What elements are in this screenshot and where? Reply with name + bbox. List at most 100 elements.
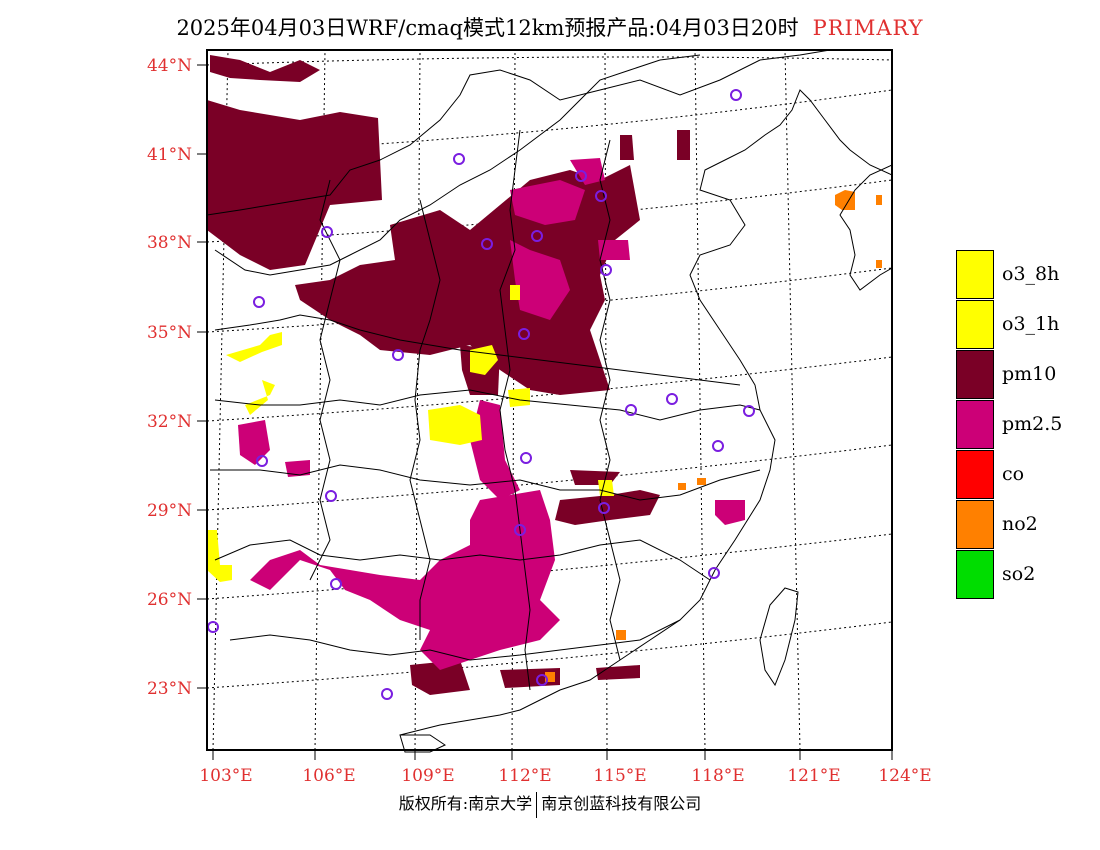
legend-label: pm10 — [1002, 363, 1057, 385]
province-1 — [214, 54, 701, 276]
city-markers — [207, 89, 755, 700]
province-10 — [309, 179, 341, 581]
city-marker — [625, 404, 637, 416]
legend-item-o3-8h: o3_8h — [956, 249, 1086, 299]
legend-label: no2 — [1002, 513, 1038, 535]
parallel-29 — [206, 444, 893, 511]
lon-label: 103°E — [199, 766, 252, 786]
taiwan — [759, 587, 799, 687]
legend-item-o3-1h: o3_1h — [956, 299, 1086, 349]
legend-item-so2: so2 — [956, 549, 1086, 599]
city-marker — [453, 153, 465, 165]
province-5 — [214, 539, 711, 581]
legend-swatch — [956, 449, 994, 499]
legend-label: o3_8h — [1002, 263, 1060, 285]
lat-label: 32°N — [147, 412, 192, 432]
legend-item-co: co — [956, 449, 1086, 499]
city-marker — [481, 238, 493, 250]
city-marker — [600, 264, 612, 276]
boundaries — [206, 49, 893, 753]
pm25-areas — [238, 158, 745, 670]
legend-label: pm2.5 — [1002, 413, 1063, 435]
footer-separator — [536, 791, 538, 818]
lat-label: 44°N — [147, 56, 192, 76]
legend-item-no2: no2 — [956, 499, 1086, 549]
parallel-44 — [206, 56, 893, 66]
city-marker — [712, 440, 724, 452]
lat-label: 38°N — [147, 233, 192, 253]
legend-label: co — [1002, 463, 1025, 485]
legend-item-pm2-5: pm2.5 — [956, 399, 1086, 449]
city-marker — [518, 328, 530, 340]
city-marker — [381, 688, 393, 700]
parallel-38 — [206, 179, 893, 243]
lat-label: 23°N — [147, 679, 192, 699]
lon-label: 118°E — [691, 766, 744, 786]
city-marker — [520, 452, 532, 464]
lon-label: 112°E — [498, 766, 551, 786]
city-marker — [666, 393, 678, 405]
city-marker — [207, 621, 219, 633]
province-6 — [229, 619, 681, 661]
city-marker — [743, 405, 755, 417]
no2-areas — [545, 190, 882, 682]
province-2 — [214, 314, 741, 386]
province-8 — [499, 129, 531, 691]
korea-coast — [839, 164, 893, 291]
meridian-103 — [212, 49, 229, 751]
province-4 — [210, 464, 761, 501]
lat-label: 29°N — [147, 501, 192, 521]
lon-label: 124°E — [878, 766, 931, 786]
meridian-109 — [414, 49, 421, 751]
province-3 — [214, 389, 761, 421]
latitude-labels: 44°N 41°N 38°N 35°N 32°N 29°N 26°N 23°N — [147, 56, 192, 699]
lon-label: 121°E — [787, 766, 840, 786]
lon-label: 109°E — [401, 766, 454, 786]
parallel-23 — [206, 621, 893, 689]
lat-label: 26°N — [147, 590, 192, 610]
city-marker — [536, 674, 548, 686]
legend-swatch — [956, 349, 994, 399]
lon-label: 106°E — [302, 766, 355, 786]
lat-label: 41°N — [147, 145, 192, 165]
coastline — [399, 89, 893, 736]
copyright-right: 南京创蓝科技有限公司 — [541, 794, 702, 813]
city-marker — [730, 89, 742, 101]
parallel-26 — [206, 533, 893, 600]
title-text: 2025年04月03日WRF/cmaq模式12km预报产品:04月03日20时 — [176, 16, 799, 40]
city-marker — [321, 226, 333, 238]
legend-swatch — [956, 549, 994, 599]
meridian-118 — [694, 49, 706, 751]
province-9 — [599, 139, 621, 661]
legend-label: so2 — [1002, 563, 1036, 585]
legend: o3_8h o3_1h pm10 pm2.5 co no2 so2 — [956, 249, 1086, 599]
primary-tag: PRIMARY — [812, 16, 924, 40]
province-7 — [409, 199, 441, 640]
city-marker — [575, 170, 587, 182]
city-marker — [256, 455, 268, 467]
city-marker — [531, 230, 543, 242]
ticks — [197, 64, 893, 760]
city-marker — [325, 490, 337, 502]
legend-swatch — [956, 499, 994, 549]
meridian-106 — [314, 49, 326, 751]
city-marker — [392, 349, 404, 361]
map-frame — [206, 49, 893, 751]
parallel-35 — [206, 267, 893, 333]
copyright-left: 版权所有:南京大学 — [398, 794, 533, 813]
mongolia-border — [206, 49, 831, 216]
copyright-footer: 版权所有:南京大学 南京创蓝科技有限公司 — [0, 790, 1100, 818]
city-marker — [598, 502, 610, 514]
city-marker — [708, 567, 720, 579]
legend-label: o3_1h — [1002, 313, 1060, 335]
lat-label: 35°N — [147, 323, 192, 343]
city-marker — [514, 524, 526, 536]
legend-swatch — [956, 399, 994, 449]
legend-item-pm10: pm10 — [956, 349, 1086, 399]
map-title: 2025年04月03日WRF/cmaq模式12km预报产品:04月03日20时 P… — [0, 12, 1100, 42]
parallel-32 — [206, 356, 893, 422]
city-marker — [330, 578, 342, 590]
meridian-115 — [604, 49, 608, 751]
lon-label: 115°E — [593, 766, 646, 786]
